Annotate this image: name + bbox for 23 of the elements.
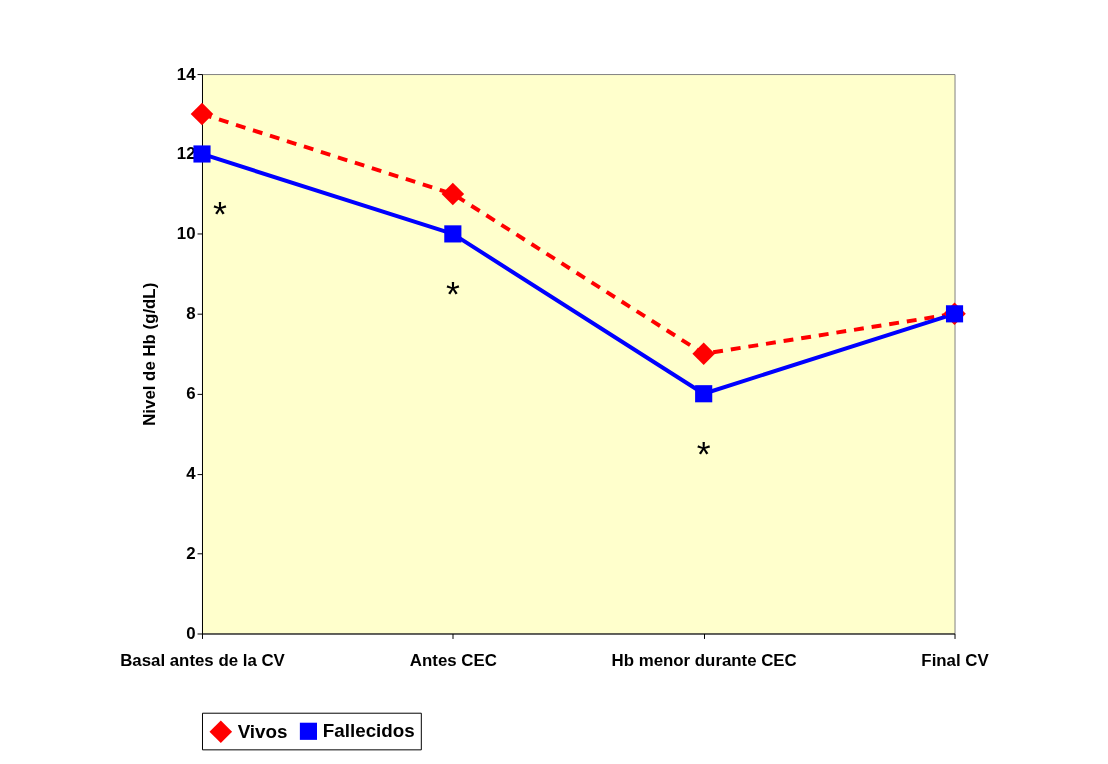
y-tick-label: 6 — [186, 384, 196, 404]
y-tick-label: 10 — [176, 224, 196, 244]
point — [193, 145, 211, 163]
y-axis-title: Nivel de Hb (g/dL) — [140, 282, 160, 426]
point — [695, 385, 713, 403]
annotation: * — [212, 194, 227, 235]
x-tick-label: Final CV — [921, 650, 990, 670]
y-tick-label: 14 — [176, 64, 197, 84]
x-tick-label: Hb menor durante CEC — [611, 650, 797, 670]
annotation: * — [696, 434, 711, 475]
point — [190, 102, 214, 126]
annotation: * — [445, 274, 460, 315]
legend-label: Vivos — [237, 720, 288, 742]
point — [441, 182, 465, 206]
x-tick-label: Antes CEC — [409, 650, 497, 670]
y-tick-label: 8 — [186, 304, 196, 324]
y-tick-label: 0 — [186, 623, 196, 643]
point — [692, 342, 715, 366]
point — [444, 225, 462, 243]
y-tick-label: 2 — [186, 544, 196, 564]
y-tick-label: 4 — [186, 464, 197, 484]
legend-label: Fallecidos — [322, 720, 415, 742]
x-tick-label: Basal antes de la CV — [120, 650, 286, 670]
